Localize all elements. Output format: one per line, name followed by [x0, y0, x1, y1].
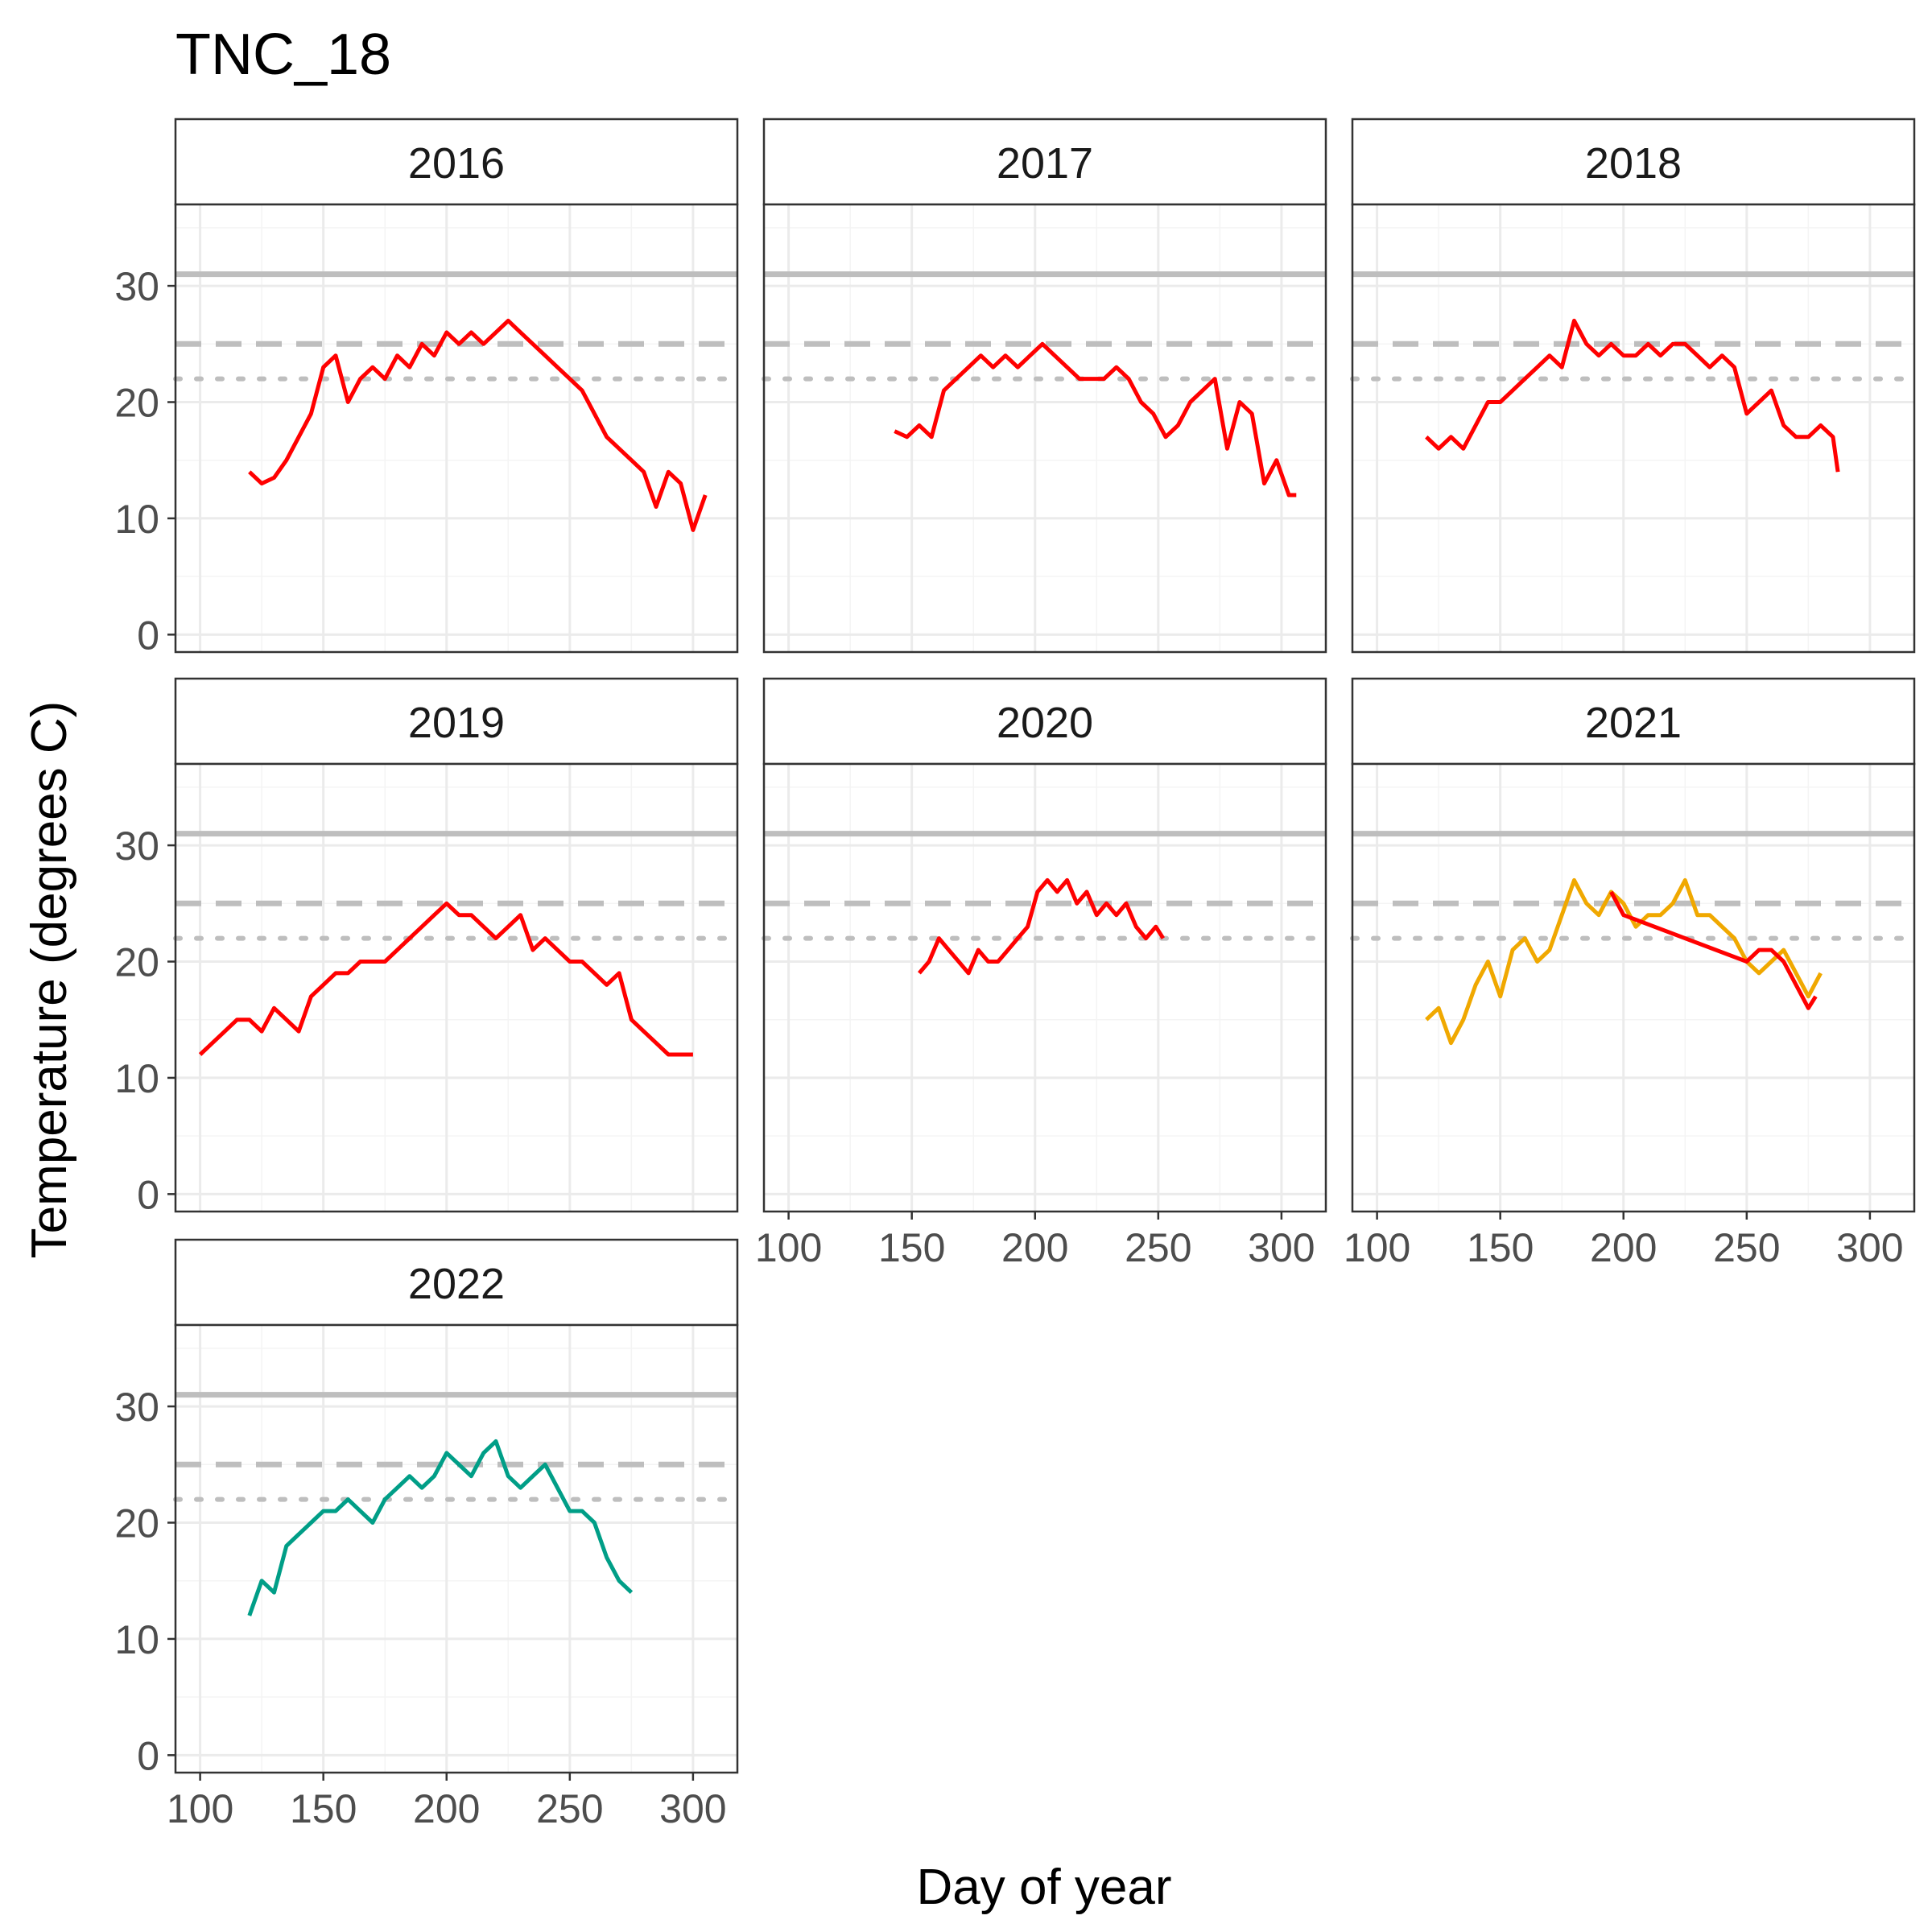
x-axis-label: Day of year: [916, 1860, 1171, 1915]
x-tick-label: 200: [413, 1786, 480, 1831]
series-line-2018: [1425, 318, 1840, 473]
facet-panel-2021: 2021 100 150 200 250 300: [1344, 677, 1917, 1270]
strip-box: [174, 1238, 739, 1327]
y-tick-label: 0: [137, 1733, 159, 1778]
facet-panel-2019: 2019 0 10 20 30: [114, 677, 740, 1217]
series-line-2019: [198, 901, 693, 1057]
facet-panel-2017: 2017: [762, 118, 1328, 654]
facet-panel-2018: 2018: [1350, 118, 1917, 654]
strip-label-2022: 2022: [408, 1260, 505, 1308]
x-tick-label: 300: [659, 1786, 726, 1831]
facet-panel-2022: 2022 0 10 20 30 100 150 200 250 300: [114, 1238, 740, 1831]
x-tick-label: 150: [290, 1786, 357, 1831]
x-tick-label: 150: [878, 1225, 945, 1270]
series-line-2017: [894, 341, 1297, 497]
y-tick-label: 10: [114, 1617, 159, 1662]
panel-background: [1352, 764, 1914, 1212]
strip-label-2021: 2021: [1585, 699, 1682, 747]
panel-border: [762, 762, 1327, 1213]
series-line-2022: [247, 1439, 634, 1616]
strip-box: [174, 118, 739, 206]
panel-border: [174, 762, 739, 1213]
x-tick-label: 100: [1344, 1225, 1410, 1270]
strip-label-2020: 2020: [997, 699, 1093, 747]
x-tick-label: 200: [1590, 1225, 1657, 1270]
x-tick-label: 150: [1467, 1225, 1534, 1270]
strip-label-2016: 2016: [408, 139, 505, 188]
panel-border: [1351, 762, 1916, 1213]
y-axis-label: Temperature (degrees C): [22, 701, 77, 1259]
panel-border: [174, 1323, 739, 1774]
y-tick-label: 0: [137, 1172, 159, 1217]
strip-label-2019: 2019: [408, 699, 505, 747]
x-tick-label: 250: [536, 1786, 603, 1831]
strip-box: [1351, 677, 1916, 766]
strip-label-2018: 2018: [1585, 139, 1682, 188]
panel-border: [174, 203, 739, 654]
x-tick-label: 250: [1713, 1225, 1780, 1270]
x-tick-label: 300: [1248, 1225, 1315, 1270]
series-line-2021: [1425, 877, 1823, 1046]
y-tick-label: 30: [114, 264, 159, 309]
y-tick-label: 20: [114, 1501, 159, 1546]
series-line-2016: [248, 318, 708, 532]
x-tick-label: 100: [755, 1225, 822, 1270]
x-tick-label: 300: [1836, 1225, 1903, 1270]
y-tick-label: 10: [114, 1056, 159, 1101]
panel-background: [175, 204, 737, 652]
panel-border: [1351, 203, 1916, 654]
x-tick-label: 200: [1001, 1225, 1068, 1270]
y-tick-label: 20: [114, 940, 159, 985]
facet-panel-2020: 2020 100 150 200 250 300: [755, 677, 1328, 1270]
series-line-2020: [917, 877, 1166, 976]
y-tick-label: 30: [114, 824, 159, 869]
panel-background: [764, 764, 1326, 1212]
facet-panel-2016: 2016 0 10 20 30: [114, 118, 740, 658]
panel-border: [762, 203, 1327, 654]
strip-box: [174, 677, 739, 766]
strip-label-2017: 2017: [997, 139, 1093, 188]
x-tick-label: 100: [167, 1786, 233, 1831]
y-tick-label: 10: [114, 497, 159, 542]
panel-background: [175, 764, 737, 1212]
y-tick-label: 0: [137, 613, 159, 658]
strip-box: [1351, 118, 1916, 206]
panel-background: [1352, 204, 1914, 652]
x-tick-label: 250: [1125, 1225, 1191, 1270]
panel-background: [175, 1325, 737, 1773]
y-tick-label: 30: [114, 1385, 159, 1430]
chart-title: TNC_18: [175, 23, 391, 87]
y-tick-label: 20: [114, 381, 159, 426]
series-line-2021: [1609, 890, 1818, 1010]
strip-box: [762, 677, 1327, 766]
